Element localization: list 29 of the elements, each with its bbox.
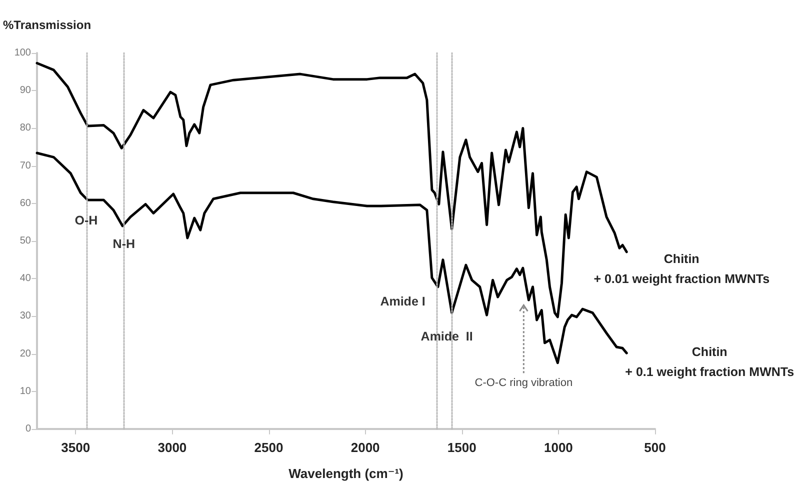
line-series <box>36 152 628 364</box>
annotation: Amide II <box>420 329 473 344</box>
y-tick-label: 70 <box>20 160 32 172</box>
annotation: Amide I <box>380 294 426 309</box>
x-tick-label: 1500 <box>447 440 476 455</box>
y-tick-label: 0 <box>25 424 32 434</box>
y-tick-label: 100 <box>14 48 32 58</box>
line-series <box>36 62 628 318</box>
x-tick-label: 1000 <box>544 440 573 455</box>
x-tick-label: 2500 <box>254 440 284 455</box>
x-tick-label: 500 <box>644 440 666 455</box>
annotation: C-O-C ring vibration <box>474 377 573 390</box>
annotation: O-H <box>74 214 98 228</box>
y-tick-label: 90 <box>20 85 32 96</box>
y-tick-label: 80 <box>20 122 32 134</box>
x-tick-label: 3000 <box>158 440 187 455</box>
y-tick-label: 20 <box>20 348 32 360</box>
text: Chitin + 0.01 weight fraction MWNTs <box>594 252 770 286</box>
y-axis-title: %Transmission <box>3 18 92 32</box>
y-tick-label: 30 <box>20 310 32 322</box>
y-tick-label: 60 <box>20 198 32 209</box>
x-tick-label: 3500 <box>61 440 90 455</box>
y-tick-label: 50 <box>20 236 32 246</box>
series-label: Chitin + 0.1 weight fraction MWNTs <box>625 345 794 380</box>
annotation: N-H <box>112 236 136 251</box>
x-axis-title: Wavelength (cm⁻¹) <box>288 466 404 481</box>
x-tick-label: 2000 <box>350 440 380 455</box>
y-tick-label: 10 <box>20 386 32 397</box>
y-tick-label: 40 <box>20 273 32 284</box>
